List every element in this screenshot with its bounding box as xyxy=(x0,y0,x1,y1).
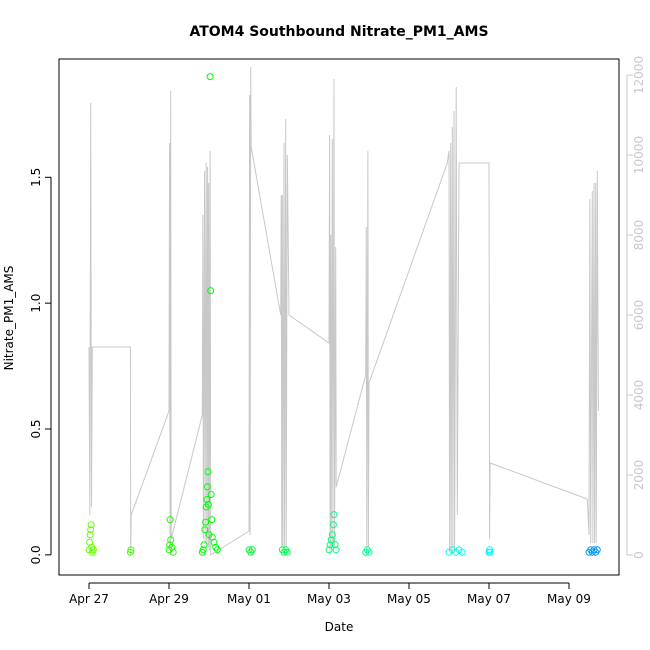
line-series-path xyxy=(88,66,599,556)
data-point xyxy=(207,287,215,295)
data-point xyxy=(169,548,177,556)
data-point xyxy=(200,541,208,549)
data-point xyxy=(203,483,211,491)
y2-tick-label: 12000 xyxy=(632,56,646,94)
data-point xyxy=(213,546,221,554)
data-point xyxy=(486,548,494,556)
y2-tick-label: 0 xyxy=(632,551,646,559)
data-point xyxy=(86,531,94,539)
data-point xyxy=(166,516,174,524)
data-point xyxy=(87,521,95,529)
x-tick-label: Apr 29 xyxy=(149,592,189,606)
y-axis-label: Nitrate_PM1_AMS xyxy=(2,266,16,371)
data-point xyxy=(203,496,211,503)
y2-tick-label: 10000 xyxy=(632,136,646,174)
y-tick-label: 0.0 xyxy=(29,545,43,564)
y2-tick-label: 6000 xyxy=(632,300,646,331)
data-point xyxy=(365,548,373,556)
data-point xyxy=(330,511,338,519)
point-series xyxy=(85,73,601,556)
data-point xyxy=(206,73,214,81)
x-tick-label: May 07 xyxy=(467,592,511,606)
data-point xyxy=(331,541,339,549)
x-tick-label: May 09 xyxy=(547,592,591,606)
y-tick-label: 0.5 xyxy=(29,419,43,438)
data-point xyxy=(202,518,210,526)
data-point xyxy=(127,546,135,554)
data-point xyxy=(204,501,212,508)
data-point xyxy=(458,548,466,556)
x-tick-label: May 03 xyxy=(307,592,351,606)
data-point xyxy=(199,546,207,554)
data-point xyxy=(126,548,134,556)
data-point xyxy=(204,468,212,476)
y-tick-label: 1.5 xyxy=(29,168,43,187)
data-point xyxy=(283,548,291,556)
y2-tick-label: 8000 xyxy=(632,220,646,251)
data-point xyxy=(210,538,218,546)
data-point xyxy=(167,536,175,544)
data-point xyxy=(332,546,340,554)
data-point xyxy=(327,536,335,544)
x-tick-label: May 05 xyxy=(387,592,431,606)
y-tick-label: 1.0 xyxy=(29,294,43,313)
data-point xyxy=(87,526,95,534)
data-point xyxy=(325,546,333,554)
y2-tick-label: 4000 xyxy=(632,380,646,411)
data-point xyxy=(207,491,215,498)
data-point xyxy=(329,521,337,529)
y2-tick-label: 2000 xyxy=(632,460,646,491)
data-point xyxy=(201,526,209,534)
chart-title: ATOM4 Southbound Nitrate_PM1_AMS xyxy=(189,24,488,40)
plot-frame xyxy=(58,58,620,576)
x-tick-label: May 01 xyxy=(227,592,271,606)
data-point xyxy=(248,546,256,554)
data-point xyxy=(326,541,334,549)
data-point xyxy=(208,516,216,524)
data-point xyxy=(89,546,97,554)
data-point xyxy=(168,543,176,551)
data-point xyxy=(328,531,336,539)
x-axis-label: Date xyxy=(325,620,354,634)
line-series xyxy=(88,66,599,556)
data-point xyxy=(593,546,601,554)
axes: Apr 27 Apr 29 May 01 May 03 May 05 May 07 May … xyxy=(29,56,646,606)
x-tick-label: Apr 27 xyxy=(69,592,109,606)
data-point xyxy=(486,546,494,554)
